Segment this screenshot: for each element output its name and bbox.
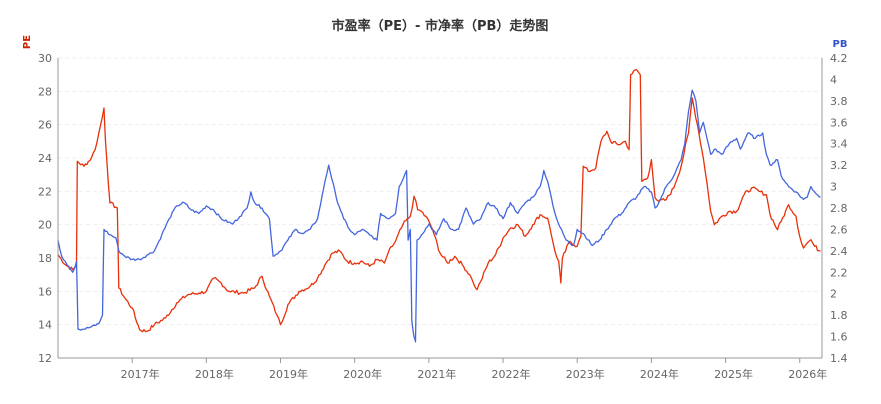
y-left-tick-label: 14 bbox=[38, 319, 52, 332]
y-right-tick-label: 2 bbox=[830, 288, 837, 301]
y-right-tick-label: 2.4 bbox=[830, 245, 848, 258]
x-tick-label: 2017年 bbox=[121, 367, 160, 381]
x-tick-label: 2026年 bbox=[788, 367, 827, 381]
y-left-tick-label: 22 bbox=[38, 185, 52, 198]
y-right-tick-label: 2.8 bbox=[830, 202, 848, 215]
x-tick-label: 2021年 bbox=[417, 367, 456, 381]
axis-lines bbox=[57, 58, 823, 359]
y-right-tick-label: 1.4 bbox=[830, 352, 848, 365]
y-right-tick-label: 3.4 bbox=[830, 138, 848, 151]
y-left-tick-label: 30 bbox=[38, 52, 52, 65]
y-left-tick-label: 28 bbox=[38, 85, 52, 98]
series-layer bbox=[57, 69, 821, 343]
y-right-tick-label: 3.2 bbox=[830, 159, 848, 172]
x-tick-label: 2023年 bbox=[566, 367, 605, 381]
y-right-tick-label: 1.8 bbox=[830, 309, 848, 322]
y-right-ticks: 1.4 1.6 1.8 2 2.2 2.4 2.6 2.8 3 3.2 3.4 3.6 3.8 4 4.2 bbox=[830, 52, 848, 365]
y-left-tick-label: 12 bbox=[38, 352, 52, 365]
y-left-ticks: 12 14 16 18 20 22 24 26 28 30 bbox=[38, 52, 52, 365]
y-right-tick-label: 2.2 bbox=[830, 266, 848, 279]
y-right-tick-label: 3.8 bbox=[830, 95, 848, 108]
y-left-tick-label: 24 bbox=[38, 152, 52, 165]
x-tick-label: 2018年 bbox=[195, 367, 234, 381]
y-right-tick-label: 3.6 bbox=[830, 116, 848, 129]
grid-lines bbox=[58, 57, 822, 359]
x-axis-ticks: 2017年 2018年 2019年 2020年 2021年 2022年 2023年 2024年… bbox=[121, 358, 827, 381]
y-right-tick-label: 4.2 bbox=[830, 52, 848, 65]
y-right-axis-label: PB bbox=[833, 39, 848, 50]
y-left-axis-label: PE bbox=[22, 35, 33, 49]
y-right-tick-label: 2.6 bbox=[830, 223, 848, 236]
chart-title: 市盈率（PE）- 市净率（PB）走势图 bbox=[332, 18, 549, 34]
y-right-tick-label: 1.6 bbox=[830, 331, 848, 344]
x-tick-label: 2022年 bbox=[492, 367, 531, 381]
y-right-tick-label: 4 bbox=[830, 73, 837, 86]
x-tick-label: 2024年 bbox=[640, 367, 679, 381]
y-left-tick-label: 18 bbox=[38, 252, 52, 265]
pe-series-line bbox=[57, 69, 821, 333]
x-tick-label: 2025年 bbox=[714, 367, 753, 381]
x-tick-label: 2020年 bbox=[343, 367, 382, 381]
y-left-tick-label: 20 bbox=[38, 219, 52, 232]
y-left-tick-label: 16 bbox=[38, 285, 52, 298]
pb-series-line bbox=[57, 89, 821, 343]
x-tick-label: 2019年 bbox=[269, 367, 308, 381]
y-left-tick-label: 26 bbox=[38, 119, 52, 132]
y-right-tick-label: 3 bbox=[830, 181, 837, 194]
